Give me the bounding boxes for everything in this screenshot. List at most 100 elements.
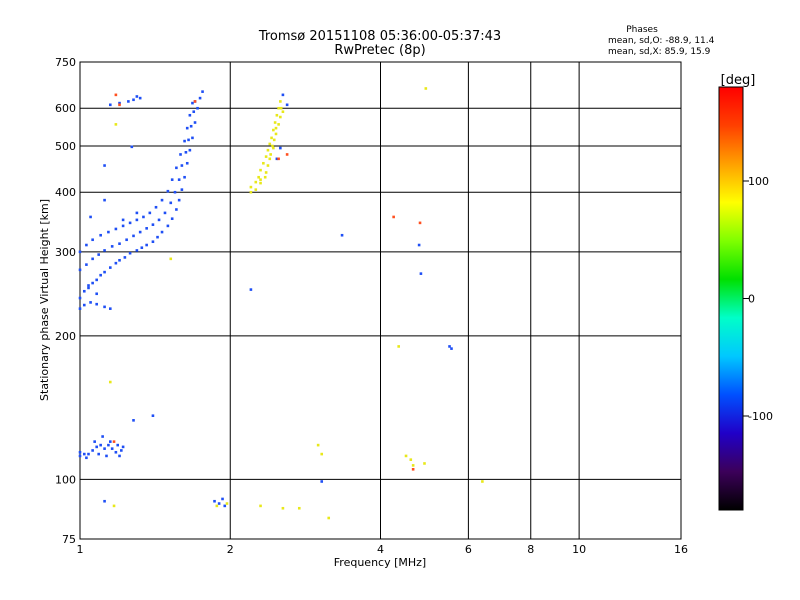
- data-point: [213, 499, 216, 503]
- data-point: [173, 190, 177, 194]
- data-point: [272, 146, 275, 150]
- colorbar-label: [deg]: [721, 73, 756, 88]
- data-point: [135, 249, 139, 252]
- data-point: [450, 347, 453, 350]
- data-point: [179, 153, 182, 156]
- y-tick-label: 750: [55, 56, 76, 69]
- data-point: [275, 113, 279, 117]
- data-point: [132, 98, 135, 102]
- data-point: [215, 504, 219, 508]
- data-point: [268, 142, 272, 146]
- stats-line-o: mean, sd,O: -88.9, 11.4: [608, 36, 715, 46]
- data-point: [103, 198, 106, 202]
- data-point: [103, 249, 106, 252]
- scatter-points: [78, 87, 484, 520]
- data-point: [85, 243, 88, 247]
- data-point: [101, 435, 104, 438]
- data-point: [110, 245, 114, 248]
- data-point: [87, 286, 90, 290]
- data-point: [95, 302, 98, 306]
- data-point: [392, 215, 395, 219]
- grid-lines: [80, 62, 681, 539]
- y-tick-label: 500: [55, 140, 76, 153]
- data-point: [157, 218, 161, 222]
- data-point: [320, 480, 324, 483]
- data-point: [78, 450, 82, 454]
- data-point: [108, 103, 112, 107]
- data-point: [82, 289, 86, 293]
- x-tick-label: 1: [77, 543, 84, 556]
- data-point: [148, 211, 152, 215]
- data-point: [97, 253, 100, 256]
- data-point: [82, 303, 86, 307]
- data-point: [151, 414, 155, 418]
- x-tick-label: 8: [527, 543, 534, 556]
- y-tick-label: 600: [55, 102, 76, 115]
- data-point: [160, 230, 164, 234]
- data-point: [91, 257, 94, 261]
- data-point: [257, 175, 260, 179]
- data-point: [188, 113, 192, 117]
- data-point: [279, 146, 282, 150]
- data-point: [99, 233, 102, 237]
- data-point: [108, 380, 112, 384]
- data-point: [125, 238, 128, 242]
- data-point: [103, 305, 106, 309]
- data-point: [277, 123, 280, 126]
- data-point: [196, 106, 199, 110]
- data-point: [180, 188, 184, 191]
- data-point: [225, 502, 229, 505]
- data-point: [114, 261, 118, 265]
- data-point: [185, 126, 189, 130]
- data-point: [327, 516, 331, 520]
- data-point: [103, 270, 106, 274]
- data-point: [108, 266, 112, 269]
- data-point: [424, 87, 428, 90]
- data-point: [285, 153, 289, 156]
- data-point: [82, 452, 86, 456]
- stats-line-x: mean, sd,X: 85.9, 15.9: [608, 47, 711, 57]
- data-point: [118, 242, 121, 245]
- data-point: [279, 106, 283, 110]
- data-point: [397, 345, 400, 348]
- data-point: [249, 288, 253, 291]
- chart-subtitle: RwPretec (8p): [334, 43, 425, 58]
- data-point: [105, 454, 108, 458]
- data-point: [264, 155, 268, 158]
- data-point: [223, 504, 227, 508]
- data-point: [145, 243, 148, 247]
- data-point: [201, 90, 204, 93]
- y-tick-label: 75: [62, 533, 76, 546]
- colorbar: [718, 86, 744, 511]
- data-point: [121, 445, 125, 449]
- data-point: [277, 106, 280, 110]
- y-axis-label: Stationary phase Virtual Height [km]: [38, 199, 51, 401]
- data-point: [163, 211, 167, 215]
- data-point: [140, 246, 144, 250]
- data-point: [249, 185, 253, 189]
- data-point: [249, 190, 253, 194]
- data-point: [95, 292, 98, 296]
- data-point: [448, 345, 451, 348]
- y-tick-label: 300: [55, 246, 76, 259]
- data-point: [138, 96, 142, 100]
- data-point: [175, 166, 178, 170]
- data-point: [114, 93, 118, 97]
- data-point: [114, 123, 118, 126]
- data-point: [411, 464, 415, 467]
- data-point: [185, 161, 189, 165]
- data-point: [142, 215, 145, 219]
- data-point: [272, 138, 276, 142]
- data-point: [151, 240, 155, 244]
- data-point: [481, 480, 484, 483]
- data-point: [279, 115, 282, 119]
- data-point: [183, 175, 186, 179]
- data-point: [254, 180, 258, 184]
- data-point: [89, 301, 92, 304]
- data-point: [259, 181, 262, 185]
- data-point: [78, 250, 82, 254]
- data-point: [170, 217, 174, 221]
- data-point: [85, 263, 88, 266]
- data-point: [78, 307, 82, 310]
- data-point: [189, 124, 193, 128]
